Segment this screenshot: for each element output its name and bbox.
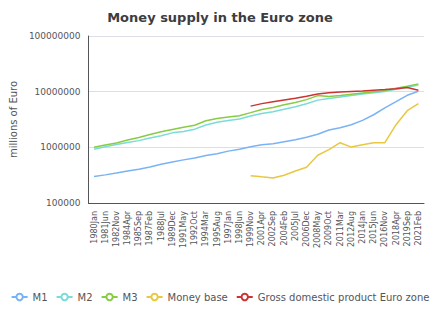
- svg-text:1980Jan: 1980Jan: [90, 211, 99, 244]
- svg-text:2018Apr: 2018Apr: [392, 210, 401, 245]
- svg-text:2012Aug: 2012Aug: [347, 211, 356, 247]
- svg-text:Money supply in the Euro zone: Money supply in the Euro zone: [107, 10, 333, 25]
- svg-text:2006Dec: 2006Dec: [302, 211, 311, 247]
- svg-text:2014Jan: 2014Jan: [358, 211, 367, 244]
- svg-text:2016Nov: 2016Nov: [380, 211, 389, 247]
- svg-text:1999Nov: 1999Nov: [246, 211, 255, 247]
- svg-text:2009Oct: 2009Oct: [324, 211, 333, 245]
- svg-text:1985Sep: 1985Sep: [134, 211, 143, 246]
- svg-text:2008May: 2008May: [313, 211, 322, 248]
- svg-text:1988Jul: 1988Jul: [157, 211, 166, 241]
- svg-text:1984Apr: 1984Apr: [123, 210, 132, 245]
- svg-text:1998Jun: 1998Jun: [235, 211, 244, 244]
- svg-text:1987Feb: 1987Feb: [145, 211, 154, 246]
- svg-text:2015Jun: 2015Jun: [369, 211, 378, 244]
- svg-text:100000: 100000: [46, 198, 81, 208]
- svg-text:2019Sep: 2019Sep: [403, 211, 412, 246]
- svg-text:1000000: 1000000: [40, 142, 80, 152]
- svg-text:2001Apr: 2001Apr: [257, 210, 266, 245]
- svg-text:1991May: 1991May: [179, 211, 188, 248]
- svg-text:M3: M3: [123, 292, 138, 303]
- svg-text:1995Aug: 1995Aug: [213, 211, 222, 247]
- svg-text:100000000: 100000000: [29, 31, 81, 41]
- svg-text:Gross domestic product Euro zo: Gross domestic product Euro zone: [258, 292, 430, 303]
- svg-text:1981Jun: 1981Jun: [101, 211, 110, 244]
- svg-text:2004Feb: 2004Feb: [280, 211, 289, 246]
- svg-text:1994Mar: 1994Mar: [201, 210, 210, 246]
- svg-text:1982Nov: 1982Nov: [112, 211, 121, 247]
- svg-text:1997Jan: 1997Jan: [224, 211, 233, 244]
- svg-text:10000000: 10000000: [35, 87, 81, 97]
- svg-text:2011Mar: 2011Mar: [336, 210, 345, 246]
- svg-text:2005Jul: 2005Jul: [291, 211, 300, 241]
- svg-text:2021Feb: 2021Feb: [414, 211, 423, 246]
- svg-text:1989Dec: 1989Dec: [168, 211, 177, 247]
- svg-text:Money base: Money base: [168, 292, 228, 303]
- svg-text:2002Sep: 2002Sep: [268, 211, 277, 246]
- svg-text:M2: M2: [78, 292, 93, 303]
- svg-text:millions of Euro: millions of Euro: [8, 81, 19, 158]
- svg-text:M1: M1: [33, 292, 48, 303]
- svg-text:1992Oct: 1992Oct: [190, 211, 199, 245]
